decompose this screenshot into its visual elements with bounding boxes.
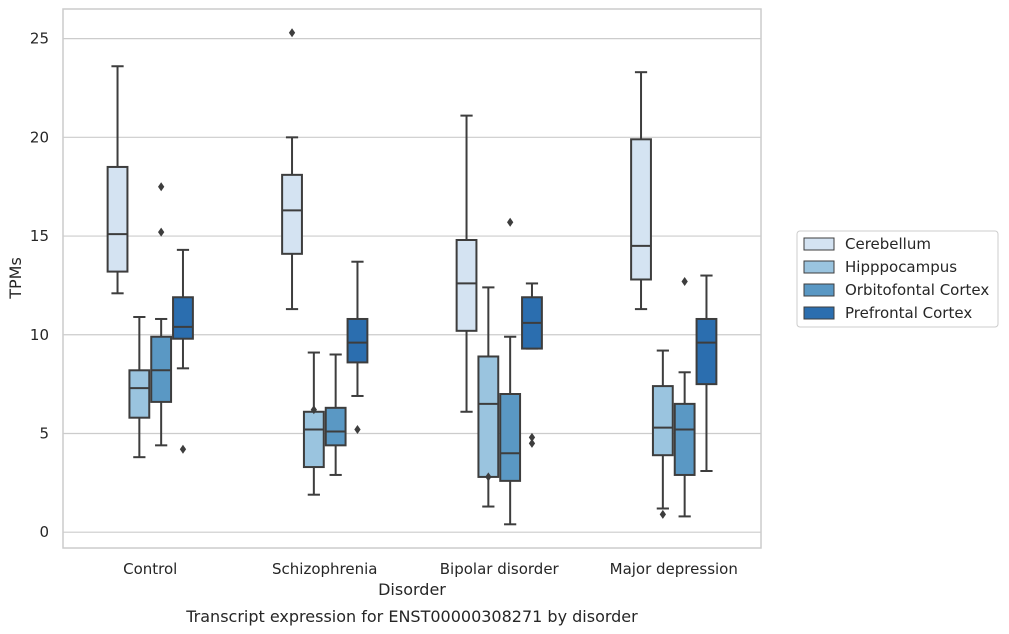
box-cerebellum-3 xyxy=(630,71,652,311)
box-plot-marks xyxy=(106,28,718,526)
box-cerebellum-2 xyxy=(455,114,478,413)
box-hipppocampus-0 xyxy=(128,316,151,459)
chart-caption: Transcript expression for ENST0000030827… xyxy=(185,607,638,626)
legend: Cerebellum Hipppocampus Orbitofontal Corte… xyxy=(796,230,999,328)
box-prefrontal-cortex-0 xyxy=(172,248,194,454)
y-tick-label: 20 xyxy=(30,128,49,146)
legend-entry-label: Orbitofontal Cortex xyxy=(845,281,989,299)
outlier-point xyxy=(485,472,492,482)
y-axis-label: TPMs xyxy=(6,257,25,300)
x-tick-label: Schizophrenia xyxy=(272,560,377,578)
outlier-point xyxy=(310,405,317,415)
x-tick-label: Control xyxy=(123,560,177,578)
box-iqr xyxy=(172,296,194,340)
box-prefrontal-cortex-1 xyxy=(346,260,369,435)
outlier-point xyxy=(158,182,165,192)
outlier-point xyxy=(354,425,361,435)
box-iqr xyxy=(477,355,500,478)
legend-swatch-prefrontal-cortex xyxy=(803,306,835,320)
outlier-point xyxy=(528,432,536,442)
box-cerebellum-1 xyxy=(281,28,303,311)
x-tick-label: Major depression xyxy=(610,560,738,578)
box-iqr xyxy=(673,402,696,476)
box-hipppocampus-2 xyxy=(477,286,500,508)
outlier-point xyxy=(507,217,514,227)
box-iqr xyxy=(695,317,718,386)
outlier-point xyxy=(158,227,165,237)
outlier-point xyxy=(681,276,688,286)
legend-entry-label: Prefrontal Cortex xyxy=(845,304,972,322)
box-hipppocampus-3 xyxy=(651,349,674,519)
grid-lines xyxy=(63,38,761,533)
y-tick-labels: 0 5 10 15 20 25 xyxy=(30,30,49,542)
legend-swatch-hipppocampus xyxy=(803,260,835,274)
legend-swatch-orbitofontal-cortex xyxy=(803,283,835,297)
box-hipppocampus-1 xyxy=(302,351,325,496)
x-tick-labels: Control Schizophrenia Bipolar disorder Majo… xyxy=(123,560,738,578)
y-tick-label: 15 xyxy=(30,227,49,245)
box-iqr xyxy=(651,385,674,457)
box-iqr xyxy=(455,239,478,332)
box-orbitofontal-cortex-2 xyxy=(499,217,522,526)
box-prefrontal-cortex-2 xyxy=(521,282,543,448)
plot-frame xyxy=(62,8,762,549)
box-cerebellum-0 xyxy=(106,65,129,295)
legend-frame xyxy=(796,230,999,328)
legend-entry-label: Hipppocampus xyxy=(845,258,957,276)
x-tick-label: Bipolar disorder xyxy=(440,560,560,578)
x-axis-label: Disorder xyxy=(378,580,446,599)
box-iqr xyxy=(324,406,347,447)
outlier-point xyxy=(528,438,536,448)
legend-swatch-cerebellum xyxy=(803,237,835,251)
box-iqr xyxy=(128,369,151,419)
box-prefrontal-cortex-3 xyxy=(695,274,718,472)
y-tick-label: 25 xyxy=(30,30,49,48)
box-iqr xyxy=(302,410,325,469)
outlier-point xyxy=(288,28,296,38)
box-orbitofontal-cortex-1 xyxy=(324,353,347,476)
y-tick-label: 0 xyxy=(39,523,49,541)
box-iqr xyxy=(106,165,129,273)
box-orbitofontal-cortex-0 xyxy=(150,182,173,447)
box-iqr xyxy=(281,173,303,255)
box-orbitofontal-cortex-3 xyxy=(673,276,696,518)
legend-entry-label: Cerebellum xyxy=(845,235,931,253)
outlier-point xyxy=(179,444,187,454)
box-iqr xyxy=(499,393,522,482)
box-iqr xyxy=(630,138,652,281)
outlier-point xyxy=(659,509,666,519)
box-iqr xyxy=(346,317,369,364)
y-tick-label: 10 xyxy=(30,326,49,344)
y-tick-label: 5 xyxy=(39,424,49,442)
